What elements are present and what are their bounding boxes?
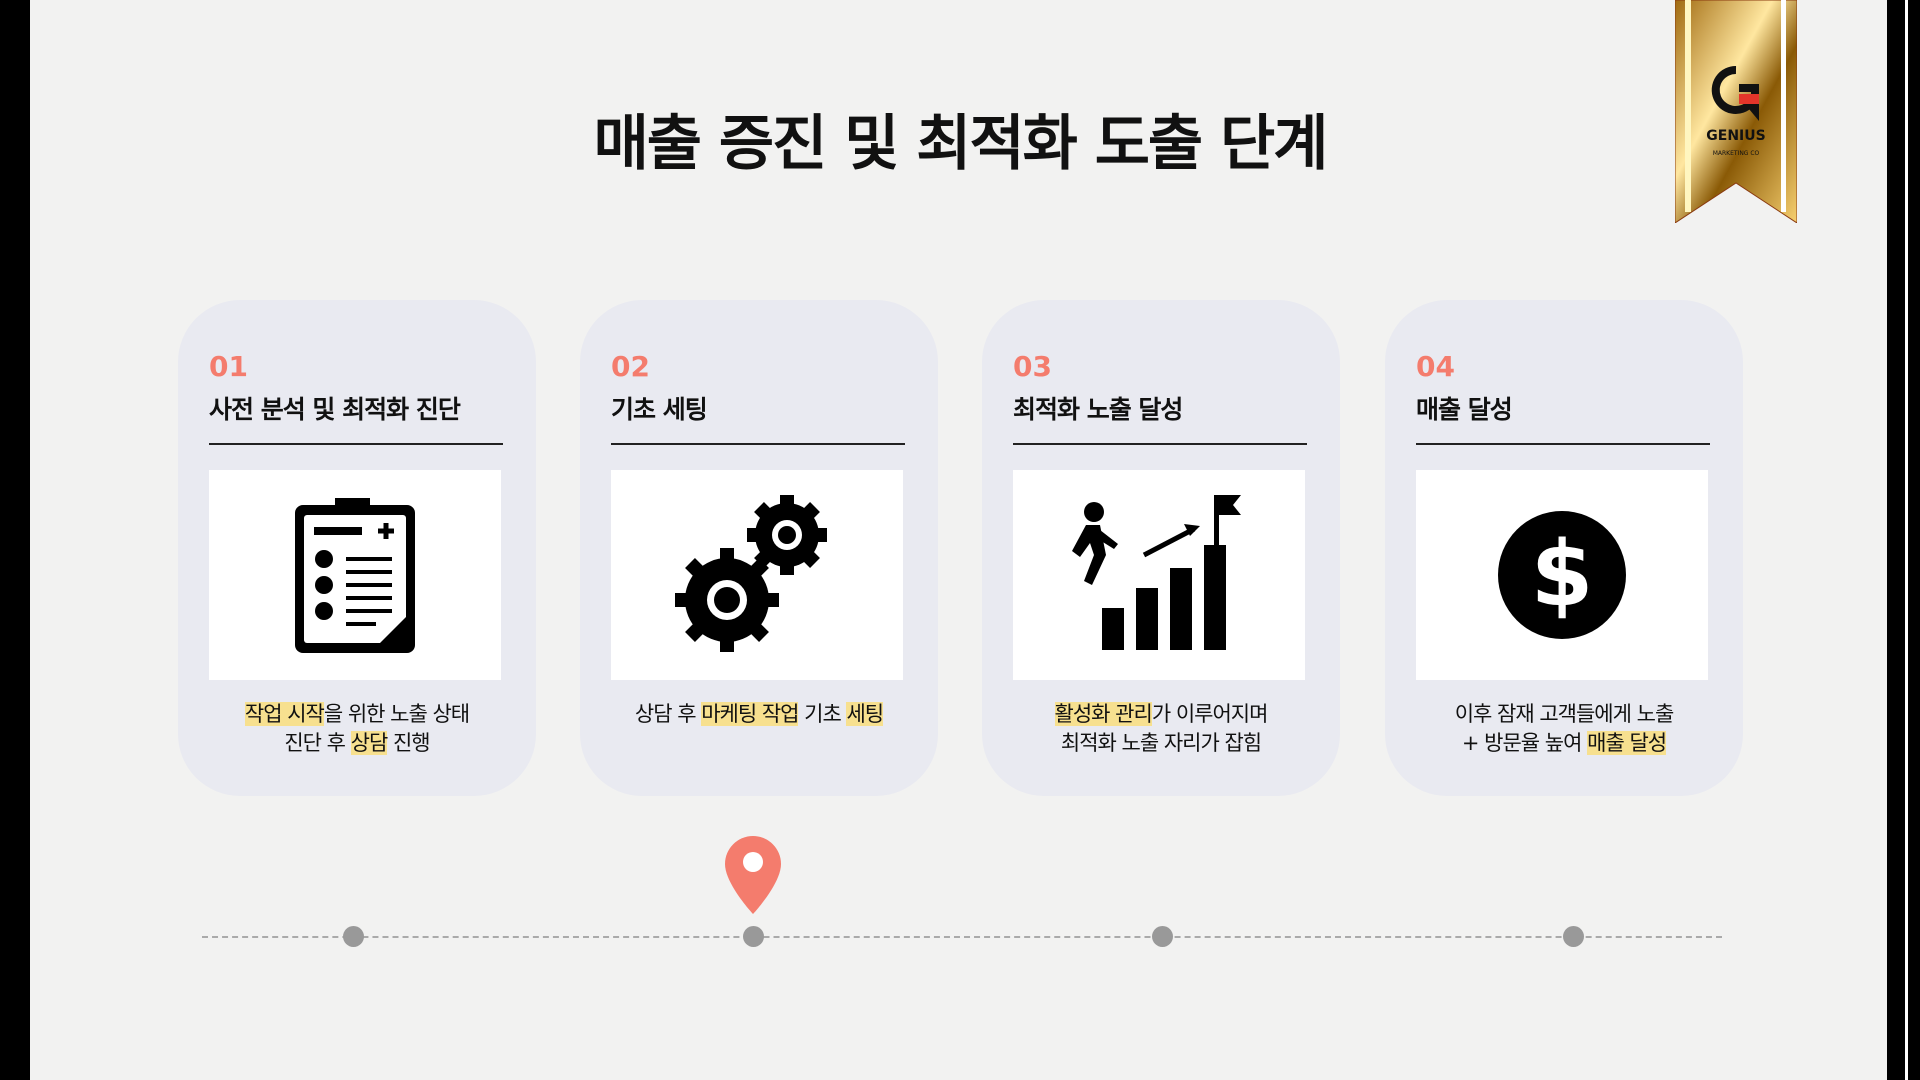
step-title: 매출 달성 [1416, 395, 1513, 424]
highlighted-text: 상담 [350, 731, 388, 755]
page-title: 매출 증진 및 최적화 도출 단계 [593, 109, 1329, 179]
text: 진단 후 [284, 731, 351, 755]
step-description: 상담 후 마케팅 작업 기초 세팅 [580, 700, 938, 729]
highlighted-text: 세팅 [846, 702, 884, 726]
genius-logo-ribbon: GENIUS MARKETING CO [1675, 0, 1797, 223]
timeline-line [202, 936, 1722, 938]
clipboard-checklist-icon [209, 470, 501, 680]
divider [611, 443, 905, 445]
step-card-04: 04 매출 달성 $ 이후 잠재 고객들에게 노출 + 방문율 높여 매출 달성 [1385, 300, 1743, 796]
text: 을 위한 노출 상태 [323, 702, 470, 726]
step-title: 최적화 노출 달성 [1013, 395, 1183, 424]
divider [1013, 443, 1307, 445]
step-title: 기초 세팅 [611, 395, 708, 424]
left-border [0, 0, 30, 1080]
timeline-dot[interactable] [1563, 926, 1584, 947]
divider [1416, 443, 1710, 445]
step-card-02: 02 기초 세팅 상담 후 마케팅 작업 기초 세팅 [580, 300, 938, 796]
highlighted-text: 작업 시작 [244, 702, 325, 726]
svg-text:MARKETING CO: MARKETING CO [1713, 150, 1760, 157]
svg-text:$: $ [1531, 522, 1594, 627]
timeline-dot[interactable] [743, 926, 764, 947]
text: 이후 잠재 고객들에게 노출 [1454, 702, 1675, 726]
text: 가 이루어지며 [1151, 702, 1269, 726]
text: 진행 [387, 731, 431, 755]
logo-text: GENIUS [1706, 128, 1765, 144]
divider [209, 443, 503, 445]
highlighted-text: 매출 달성 [1587, 731, 1667, 755]
text: 기초 [798, 702, 847, 726]
step-description: 이후 잠재 고객들에게 노출 + 방문율 높여 매출 달성 [1385, 700, 1743, 758]
highlighted-text: 마케팅 작업 [701, 702, 799, 726]
location-pin-icon [725, 836, 781, 914]
gears-icon [611, 470, 903, 680]
text: 최적화 노출 자리가 잡힘 [1060, 731, 1262, 755]
text: + 방문율 높여 [1461, 731, 1588, 755]
timeline-dot[interactable] [343, 926, 364, 947]
highlighted-text: 활성화 관리 [1054, 702, 1153, 726]
text: 상담 후 [634, 702, 702, 726]
step-number: 04 [1416, 350, 1455, 383]
step-title: 사전 분석 및 최적화 진단 [209, 395, 461, 424]
step-number: 01 [209, 350, 248, 383]
dollar-coin-icon: $ [1416, 470, 1708, 680]
step-number: 02 [611, 350, 650, 383]
growth-climb-icon [1013, 470, 1305, 680]
step-number: 03 [1013, 350, 1052, 383]
timeline-dot[interactable] [1152, 926, 1173, 947]
right-border [1887, 0, 1920, 1080]
